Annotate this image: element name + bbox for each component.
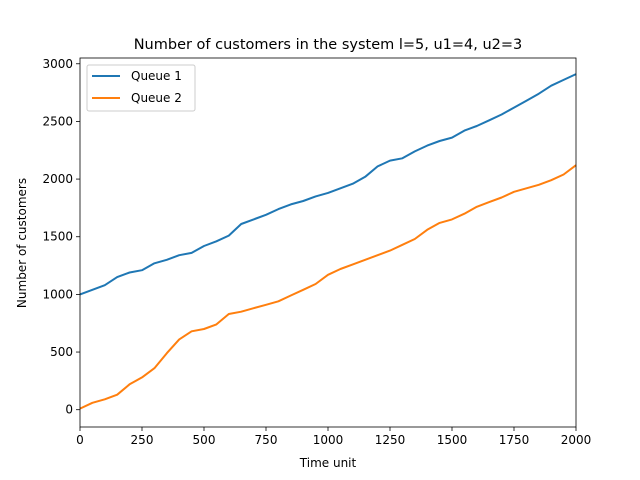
x-tick-label: 250 xyxy=(131,433,154,447)
x-tick-label: 1750 xyxy=(499,433,530,447)
x-tick-label: 500 xyxy=(193,433,216,447)
x-axis-label: Time unit xyxy=(299,456,357,470)
y-axis-ticks: 0 500 1000 1500 2000 2500 3000 xyxy=(42,57,80,417)
x-tick-label: 0 xyxy=(76,433,84,447)
y-tick-label: 0 xyxy=(65,403,73,417)
plot-area xyxy=(79,73,577,410)
x-tick-label: 1250 xyxy=(375,433,406,447)
x-tick-label: 1500 xyxy=(437,433,468,447)
legend-label-queue-2: Queue 2 xyxy=(131,91,182,105)
series-line-queue-1 xyxy=(79,73,577,296)
series-line-queue-2 xyxy=(79,164,577,410)
y-tick-label: 3000 xyxy=(42,57,73,71)
chart-title: Number of customers in the system l=5, u… xyxy=(134,37,523,53)
x-tick-label: 1000 xyxy=(313,433,344,447)
x-axis-ticks: 0 250 500 750 1000 1250 1500 1750 2000 xyxy=(76,427,591,447)
legend: Queue 1 Queue 2 xyxy=(86,64,196,112)
y-tick-label: 2000 xyxy=(42,172,73,186)
y-axis-label: Number of customers xyxy=(15,178,29,308)
y-tick-label: 2500 xyxy=(42,114,73,128)
legend-label-queue-1: Queue 1 xyxy=(131,69,182,83)
x-tick-label: 750 xyxy=(255,433,278,447)
y-tick-label: 1000 xyxy=(42,287,73,301)
axes-frame xyxy=(79,57,577,428)
y-tick-label: 1500 xyxy=(42,230,73,244)
y-tick-label: 500 xyxy=(50,345,73,359)
x-tick-label: 2000 xyxy=(561,433,592,447)
